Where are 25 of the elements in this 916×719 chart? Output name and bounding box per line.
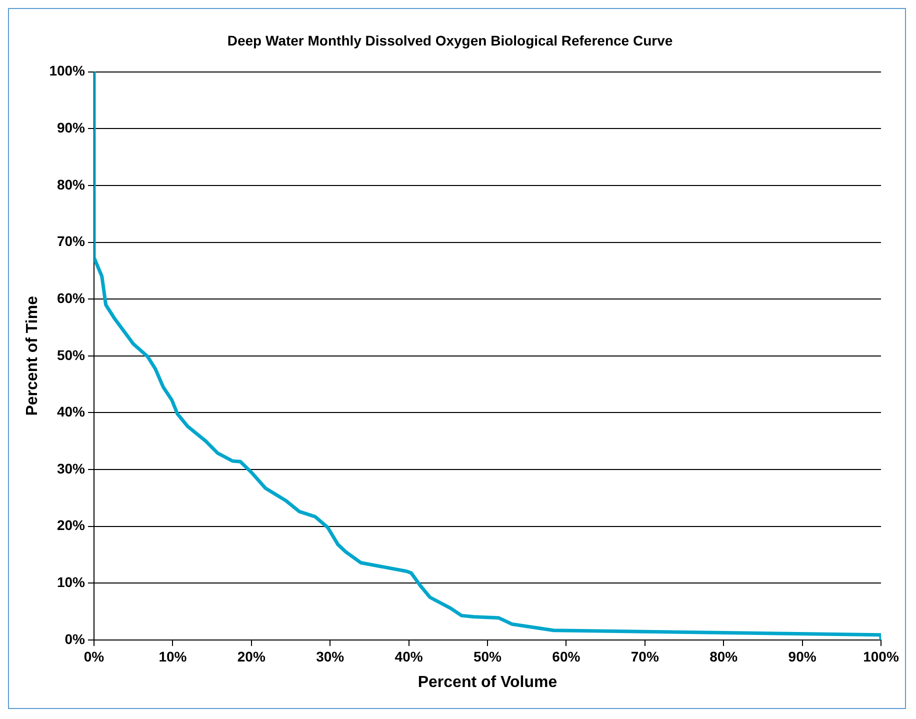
x-tick-label: 70% bbox=[630, 648, 660, 664]
chart-title: Deep Water Monthly Dissolved Oxygen Biological Reference Curve bbox=[227, 32, 673, 48]
y-tick-label: 0% bbox=[64, 630, 86, 647]
x-tick-label: 20% bbox=[237, 648, 266, 664]
x-tick-label: 40% bbox=[394, 648, 424, 664]
x-tick-label: 0% bbox=[84, 648, 105, 664]
y-tick-label: 50% bbox=[56, 346, 86, 363]
y-axis-title: Percent of Time bbox=[24, 296, 42, 416]
y-tick-label: 90% bbox=[56, 119, 86, 136]
y-tick-label: 20% bbox=[56, 517, 86, 534]
y-tick-label: 40% bbox=[56, 404, 86, 420]
y-tick-label: 100% bbox=[49, 62, 86, 79]
x-tick-label: 90% bbox=[788, 648, 817, 664]
y-tick-label: 60% bbox=[56, 290, 86, 306]
y-tick-label: 70% bbox=[56, 233, 86, 250]
x-tick-label: 50% bbox=[473, 648, 502, 664]
x-tick-label: 100% bbox=[863, 648, 900, 664]
x-tick-label: 10% bbox=[158, 648, 188, 664]
x-axis-title: Percent of Volume bbox=[418, 674, 558, 691]
x-tick-label: 80% bbox=[710, 648, 738, 664]
y-tick-label: 10% bbox=[56, 574, 86, 590]
y-tick-label: 80% bbox=[56, 176, 86, 192]
y-tick-label: 30% bbox=[56, 460, 86, 476]
x-tick-label: 30% bbox=[316, 648, 345, 664]
x-tick-label: 60% bbox=[552, 648, 581, 664]
